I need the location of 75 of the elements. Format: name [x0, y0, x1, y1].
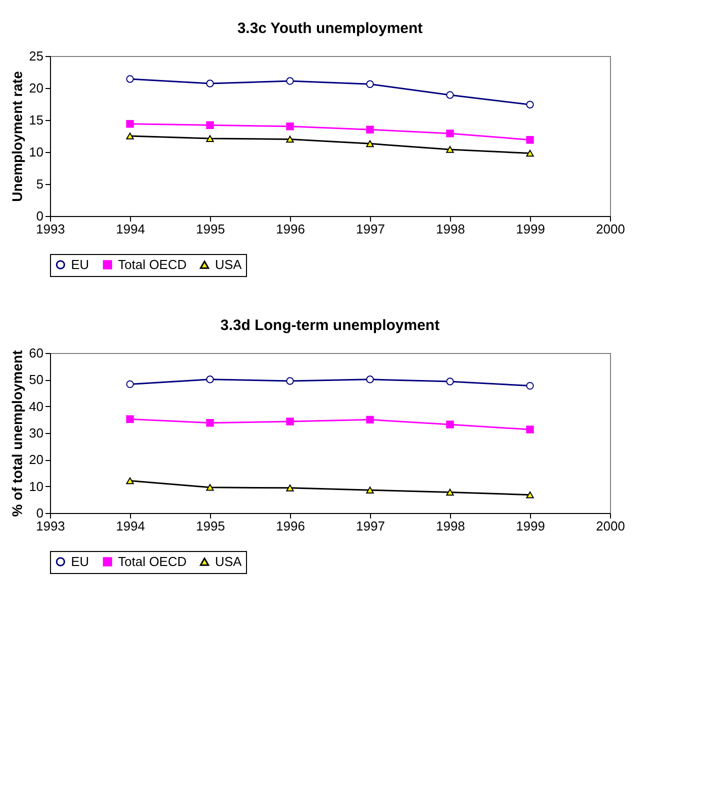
x-tick-label: 2000: [596, 222, 625, 236]
point: [286, 136, 294, 143]
point: [446, 91, 454, 99]
y-axis-title: % of total unemployment: [9, 350, 26, 517]
x-tick-label: 1996: [276, 518, 305, 534]
x-tick-label: 1999: [516, 222, 545, 236]
x-tick-label: 1997: [356, 518, 385, 534]
point: [286, 122, 294, 130]
legend-label: EU: [71, 256, 90, 272]
point: [126, 120, 134, 128]
x-tick-label: 1998: [436, 222, 465, 236]
point: [206, 135, 214, 142]
point: [286, 484, 294, 492]
point: [286, 377, 294, 385]
x-tick-label: 1997: [356, 222, 385, 236]
point: [446, 488, 454, 496]
y-tick-label: 60: [29, 346, 44, 360]
y-tick-label: 0: [36, 208, 44, 224]
y-axis-title: Unemployment rate: [9, 70, 26, 202]
x-tick-label: 1999: [516, 518, 545, 534]
point: [526, 136, 534, 144]
x-tick-label: 1995: [196, 518, 225, 534]
point: [526, 150, 534, 157]
y-tick-label: 5: [36, 176, 44, 192]
x-tick-label: 1993: [36, 518, 65, 534]
x-tick-label: 1993: [36, 222, 65, 236]
y-tick-label: 20: [29, 452, 44, 468]
x-tick-label: 2000: [596, 518, 625, 534]
legend-label: USA: [215, 554, 242, 569]
x-tick-label: 1994: [116, 222, 145, 236]
point: [526, 100, 534, 108]
point: [366, 140, 374, 148]
y-tick-label: 30: [29, 426, 44, 440]
point: [126, 477, 134, 484]
legend-label: EU: [71, 554, 90, 569]
y-tick-label: 10: [29, 144, 44, 160]
point: [206, 419, 214, 427]
y-tick-label: 20: [29, 80, 44, 96]
point: [526, 382, 534, 390]
point: [206, 376, 214, 384]
point: [526, 491, 534, 498]
point: [126, 75, 134, 83]
y-tick-label: 15: [29, 112, 44, 128]
x-tick-label: 1995: [196, 222, 225, 236]
point: [366, 376, 374, 384]
x-tick-label: 1998: [436, 518, 465, 534]
point: [206, 121, 214, 129]
point: [286, 418, 294, 426]
point: [526, 426, 534, 434]
legend-label: USA: [215, 256, 242, 272]
point: [366, 80, 374, 88]
y-tick-label: 10: [29, 478, 44, 494]
chart-title: 3.3d Long-term unemployment: [220, 317, 440, 334]
point: [206, 484, 214, 491]
point: [286, 77, 294, 85]
y-tick-label: 25: [29, 48, 44, 64]
point: [366, 126, 374, 134]
y-tick-label: 40: [29, 398, 44, 414]
point: [446, 378, 454, 386]
point: [446, 130, 454, 138]
legend-label: Total OECD: [118, 256, 187, 272]
point: [366, 486, 374, 494]
point: [446, 420, 454, 428]
legend-label: Total OECD: [118, 554, 187, 569]
point: [446, 146, 454, 153]
point: [126, 415, 134, 423]
x-tick-label: 1996: [276, 222, 305, 236]
y-tick-label: 50: [29, 372, 44, 388]
point: [126, 380, 134, 388]
x-tick-label: 1994: [116, 518, 145, 534]
chart-title: 3.3c Youth unemployment: [237, 20, 423, 37]
y-tick-label: 0: [36, 506, 44, 520]
point: [126, 132, 134, 140]
point: [206, 80, 214, 88]
point: [366, 416, 374, 424]
